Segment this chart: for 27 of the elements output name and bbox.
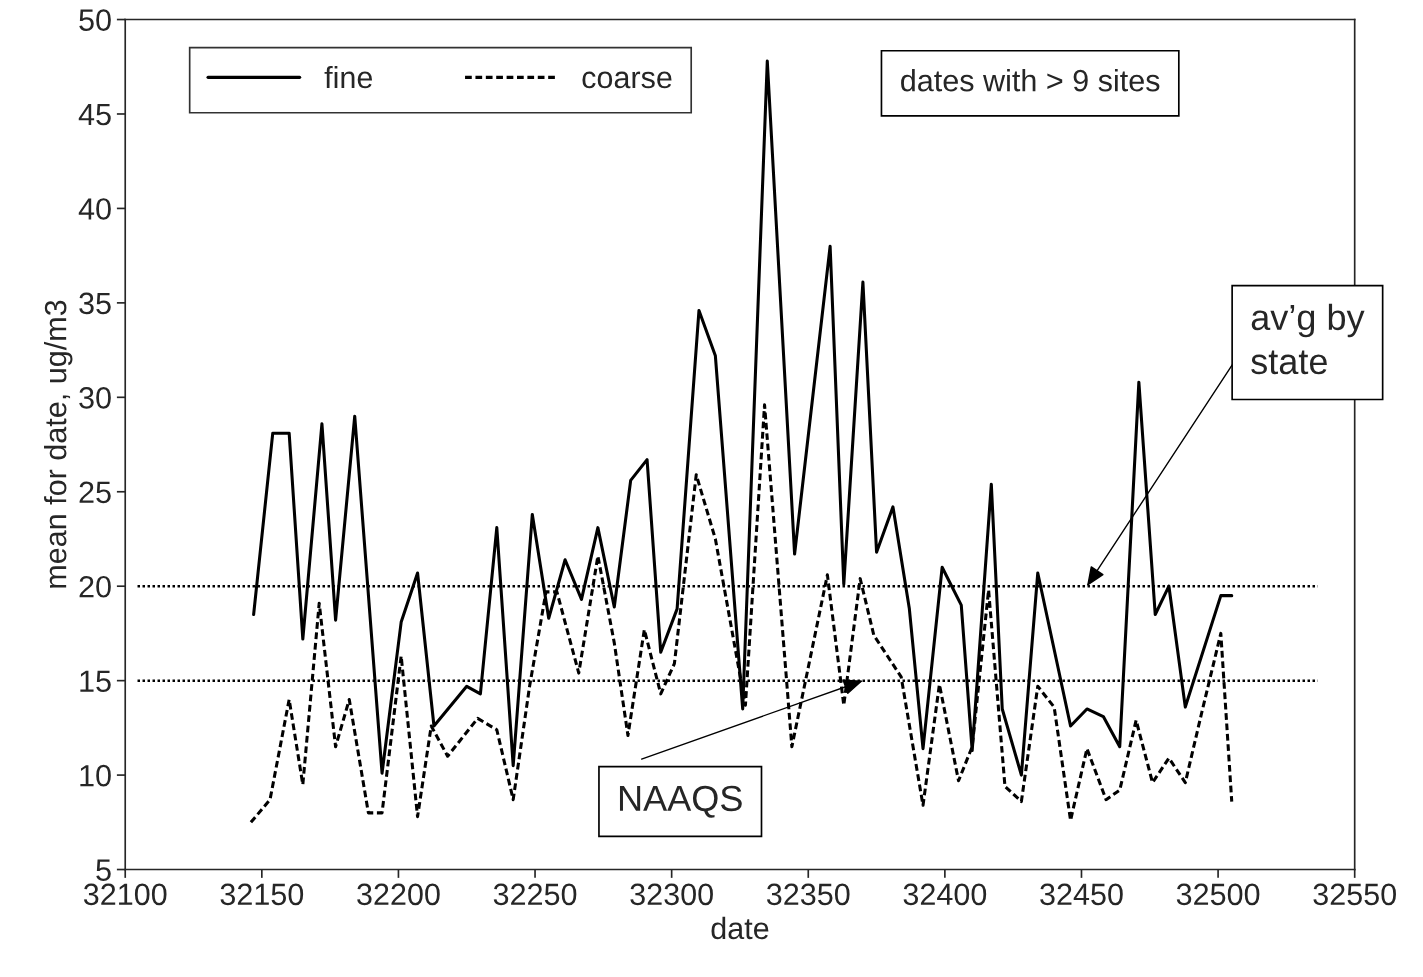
x-tick-label: 32300 [630,883,713,906]
y-tick-label: 50 [79,9,111,31]
y-tick-label: 5 [96,859,111,881]
ref-line-label: av’g by state [1251,303,1365,375]
x-tick-label: 32350 [766,883,850,906]
x-tick-label: 32400 [903,883,987,906]
y-tick-label: 35 [79,292,111,315]
x-tick-label: 32250 [493,883,577,906]
y-tick-label: 20 [79,575,111,598]
y-tick-label: 30 [79,387,111,409]
x-tick-label: 32550 [1313,883,1396,906]
x-tick-label: 32450 [1040,883,1123,906]
y-tick-label: 45 [78,104,111,126]
y-tick-label: 10 [80,764,111,787]
x-tick-label: 32200 [357,883,440,906]
y-tick-label: 25 [79,481,111,504]
legend-label: coarse [582,71,672,89]
y-axis-title: mean for date, ug/m3 [44,300,73,588]
y-tick-label: 15 [80,670,111,693]
annotation: dates with > 9 sites [901,69,1160,92]
x-tick-label: 32100 [83,883,167,906]
x-tick-label: 32500 [1176,883,1260,906]
x-axis-title: date [711,916,769,940]
ref-line-label: NAAQS [619,785,742,818]
x-tick-label: 32150 [220,883,304,906]
legend-label: fine [324,65,373,89]
y-tick-label: 40 [78,198,111,220]
